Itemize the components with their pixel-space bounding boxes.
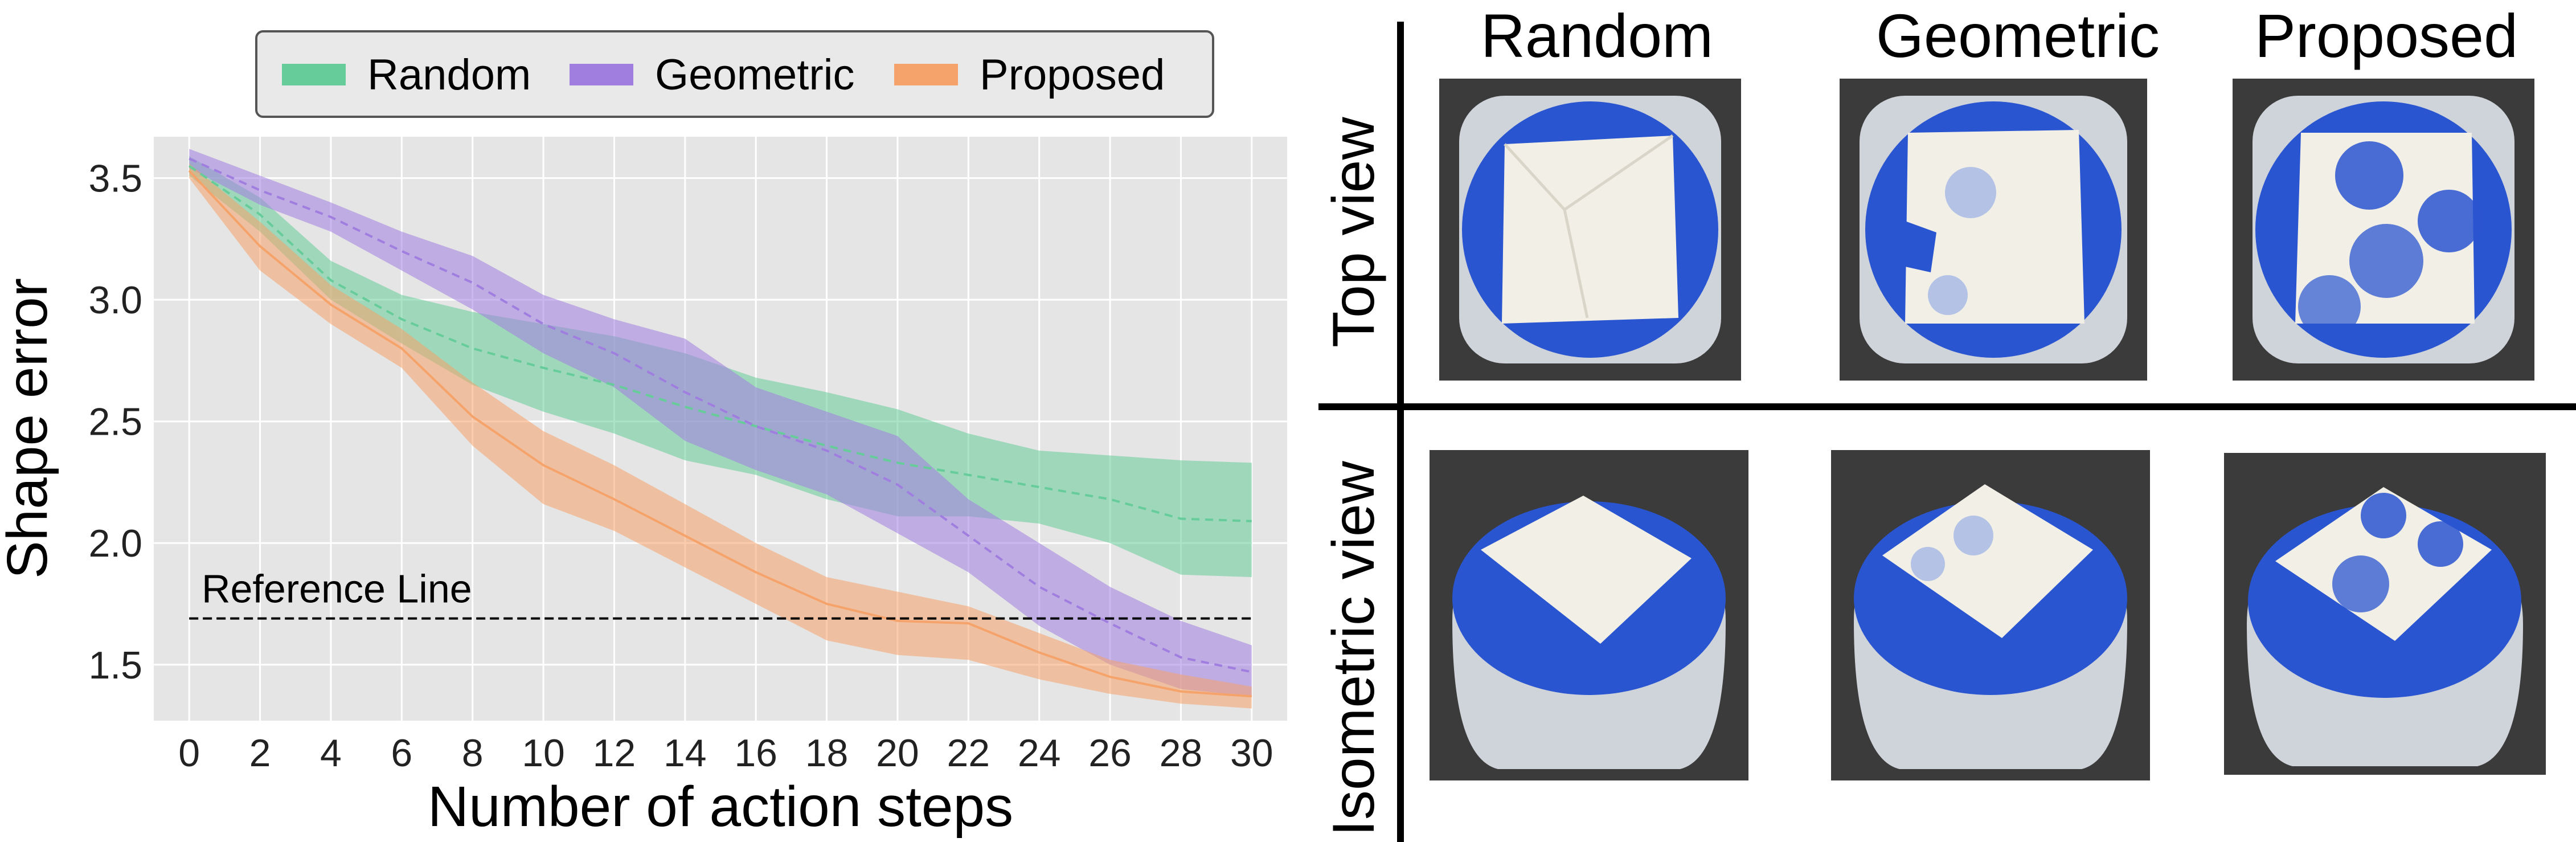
y-tick-label: 1.5: [88, 644, 142, 687]
legend-box: [255, 30, 1214, 118]
x-tick-label: 2: [249, 731, 271, 775]
x-tick-label: 16: [734, 731, 777, 775]
legend-label-proposed: Proposed: [980, 51, 1165, 99]
legend-swatch-geometric: [570, 64, 633, 85]
column-header-proposed: Proposed: [2254, 1, 2518, 70]
photo-random-top: [1439, 79, 1741, 381]
x-tick-label: 24: [1018, 731, 1061, 775]
line-geometric: [189, 157, 1252, 673]
legend-swatch-proposed: [894, 64, 958, 85]
column-header-geometric: Geometric: [1875, 1, 2160, 70]
axis-ticks: 0 2 4 6 8 10 12 14 16 18 20 22 24 26 28 301.52.02.53.03…: [88, 157, 1273, 775]
x-tick-label: 4: [320, 731, 342, 775]
x-tick-label: 0: [178, 731, 200, 775]
x-tick-label: 28: [1160, 731, 1203, 775]
y-tick-label: 2.0: [88, 522, 142, 565]
x-tick-label: 22: [947, 731, 990, 775]
legend-label-geometric: Geometric: [655, 51, 855, 99]
band-geometric: [189, 149, 1252, 697]
confidence-bands: [189, 149, 1252, 709]
x-tick-label: 6: [391, 731, 412, 775]
shape-error-chart: Reference Line 0 2 4 6 8 10 12 14 16 18 20 22 24 26 28…: [0, 30, 1287, 839]
photo-geometric-top: [1840, 79, 2147, 381]
photo-proposed-isometric: [2224, 453, 2546, 775]
row-header-top-view: Top view: [1321, 117, 1387, 348]
series-lines: [188, 157, 1252, 698]
legend-label-random: Random: [367, 51, 531, 99]
y-tick-label: 3.0: [88, 279, 142, 322]
reference-line-label: Reference Line: [202, 567, 472, 611]
x-axis-label: Number of action steps: [428, 775, 1013, 839]
x-tick-label: 8: [462, 731, 484, 775]
x-tick-label: 14: [664, 731, 707, 775]
x-tick-label: 10: [522, 731, 565, 775]
grid-divider-vertical: [1397, 22, 1404, 842]
x-tick-label: 26: [1088, 731, 1132, 775]
x-tick-label: 12: [593, 731, 636, 775]
column-header-random: Random: [1480, 1, 1714, 70]
y-tick-label: 2.5: [88, 400, 142, 444]
legend: Random Geometric Proposed: [255, 30, 1214, 118]
row-header-isometric-view: Isometric view: [1321, 461, 1387, 836]
y-tick-label: 3.5: [88, 157, 142, 201]
photo-proposed-top: [2233, 79, 2534, 381]
line-proposed: [188, 170, 1252, 698]
photo-geometric-isometric: [1831, 450, 2150, 780]
x-tick-label: 30: [1230, 731, 1273, 775]
legend-swatch-random: [282, 64, 346, 85]
reference-line-group: Reference Line: [189, 567, 1252, 620]
photo-random-isometric: [1430, 450, 1748, 780]
x-tick-label: 20: [876, 731, 919, 775]
line-random: [189, 165, 1252, 522]
grid-divider-horizontal: [1318, 403, 2576, 410]
y-axis-label: Shape error: [0, 278, 59, 579]
x-tick-label: 18: [805, 731, 849, 775]
